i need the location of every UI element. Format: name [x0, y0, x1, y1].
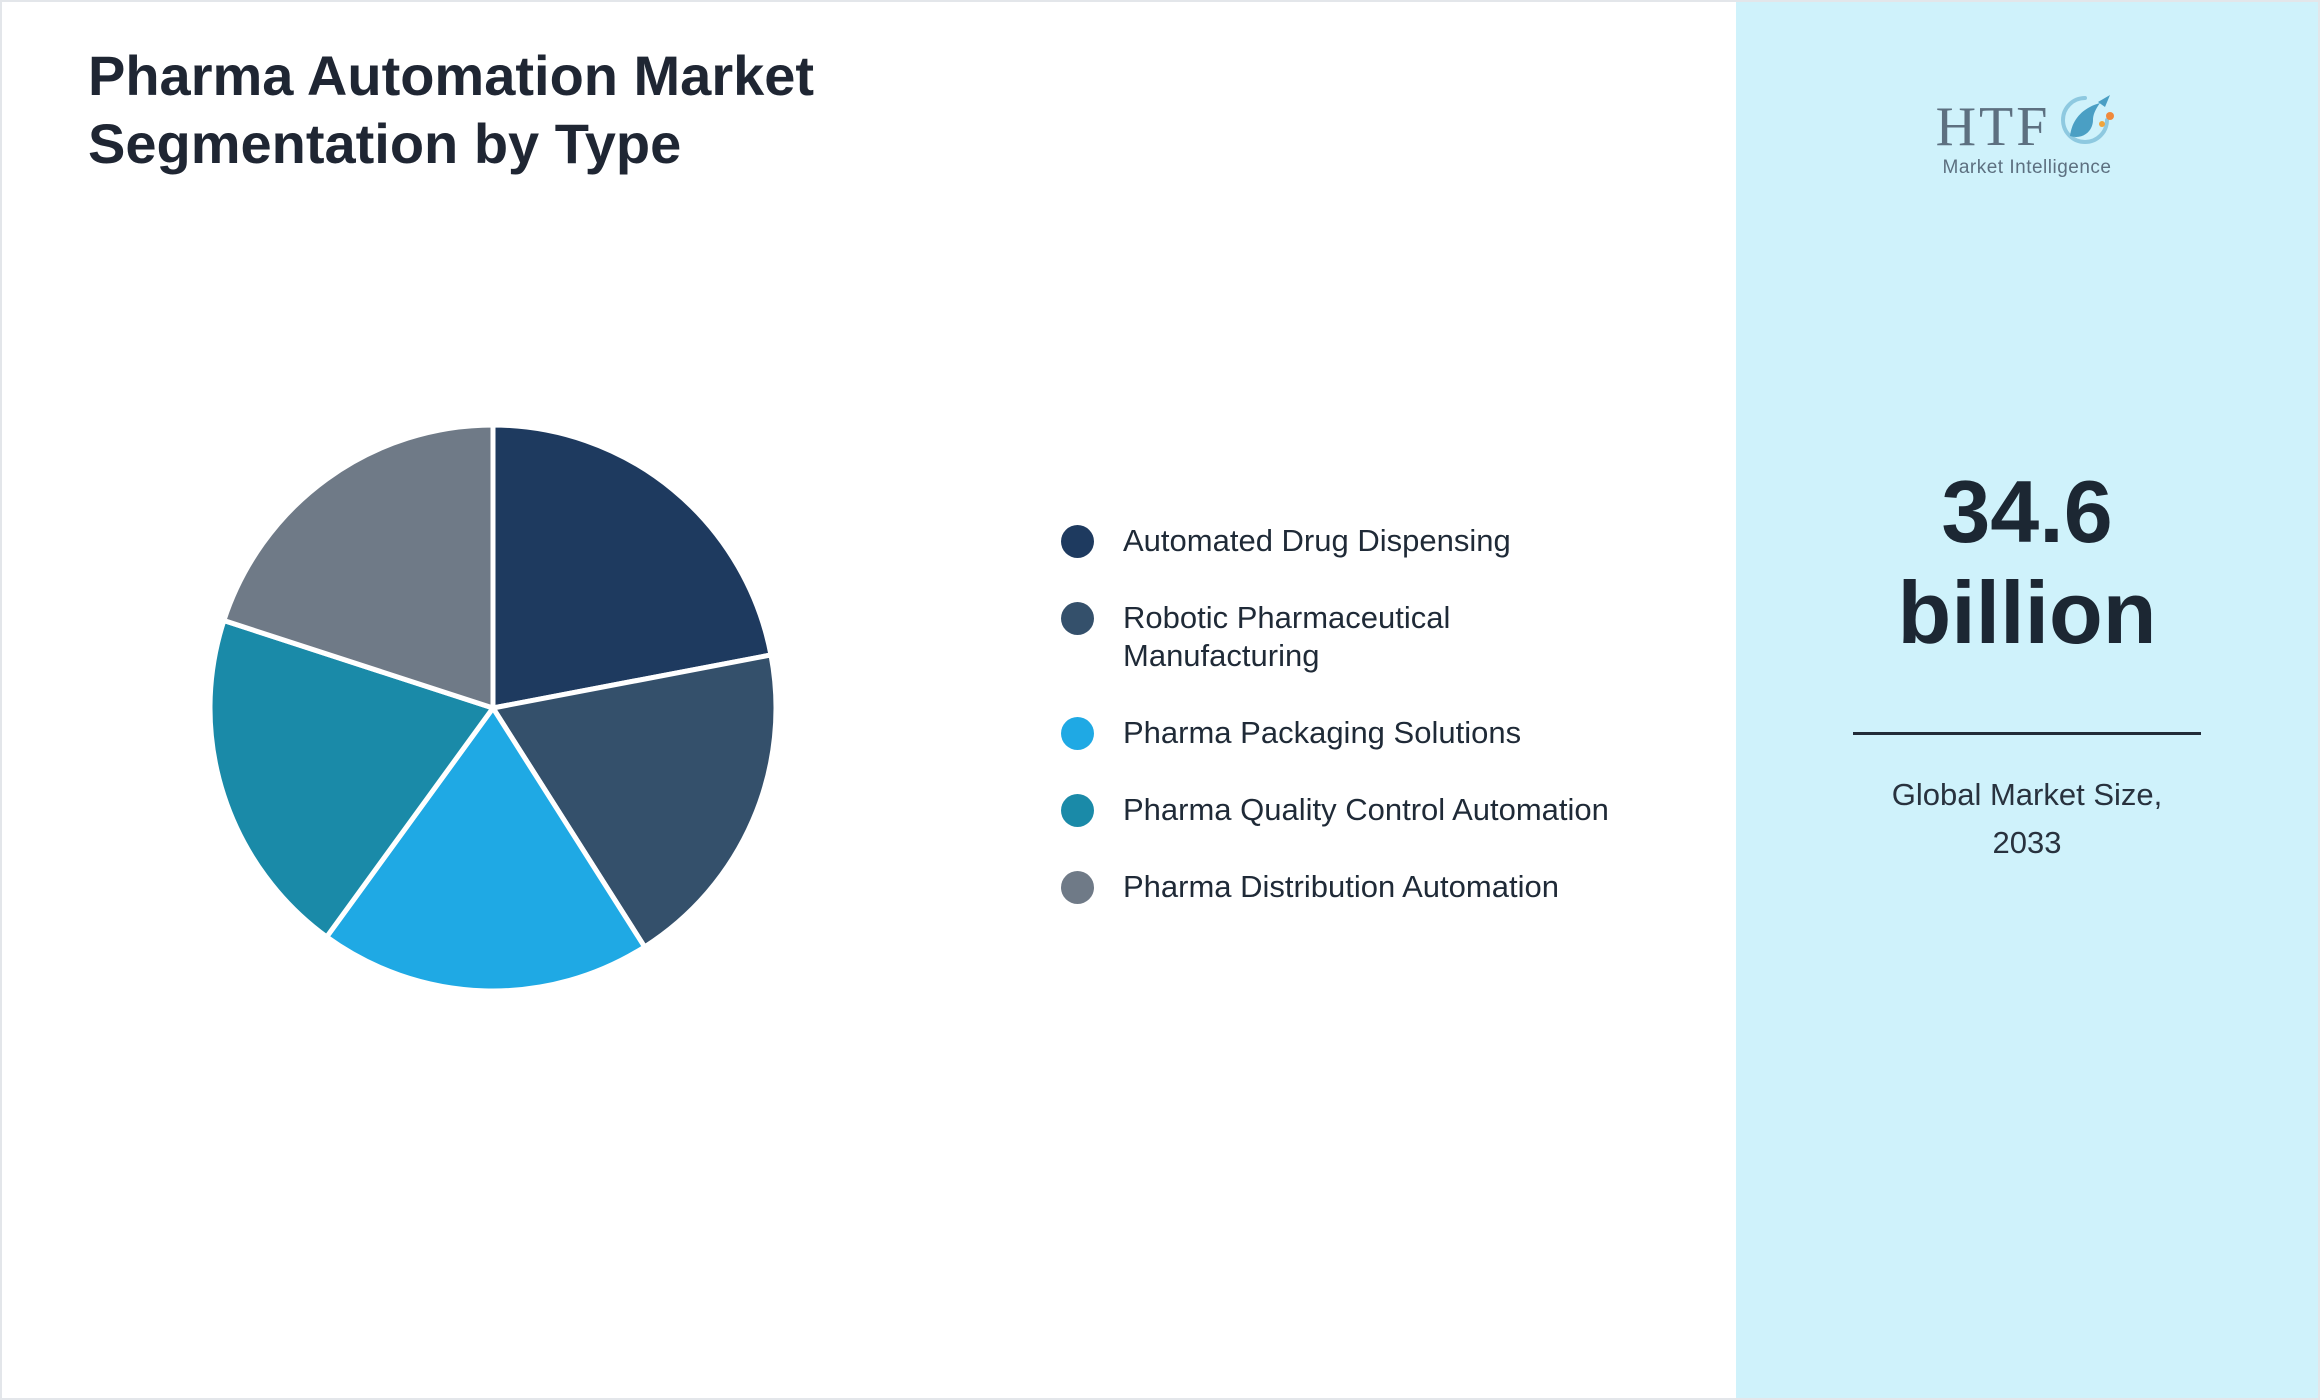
pie-slice-1 — [490, 652, 779, 950]
page-title: Pharma Automation Market Segmentation by… — [88, 44, 815, 176]
legend-item-1: Robotic Pharmaceutical Manufacturing — [1061, 599, 1701, 675]
legend-item-3: Pharma Quality Control Automation — [1061, 791, 1701, 829]
dolphin-logo-icon — [2052, 90, 2118, 155]
legend-label: Pharma Packaging Solutions — [1123, 715, 1522, 750]
legend-item-0: Automated Drug Dispensing — [1061, 522, 1701, 560]
legend: Automated Drug Dispensing Robotic Pharmac… — [1061, 522, 1701, 906]
legend-item-2: Pharma Packaging Solutions — [1061, 714, 1701, 752]
market-size-value: 34.6 billion — [1897, 461, 2156, 663]
pie-slice-2 — [324, 705, 648, 994]
caption-line-1: Global Market Size, — [1891, 777, 2163, 812]
chart-area: Pharma Automation Market Segmentation by… — [2, 2, 1740, 1398]
legend-label: Automated Drug Dispensing — [1123, 523, 1511, 558]
sidebar: HTF Market Intelligence 34.6 billion — [1736, 2, 2318, 1398]
market-size-unit: billion — [1897, 563, 2157, 662]
logo-row: HTF — [1935, 95, 2119, 158]
divider-line — [1853, 732, 2201, 735]
pie-chart-container — [193, 408, 793, 1008]
pie-chart — [207, 422, 779, 994]
legend-label: Pharma Distribution Automation — [1123, 869, 1559, 904]
legend-dot — [1061, 794, 1094, 827]
pie-slice-4 — [221, 422, 496, 711]
legend-label: Pharma Quality Control Automation — [1123, 792, 1609, 827]
pie-slice-0 — [490, 422, 774, 711]
caption-line-2: 2033 — [1992, 825, 2062, 860]
legend-dot — [1061, 602, 1094, 635]
legend-item-4: Pharma Distribution Automation — [1061, 868, 1701, 906]
market-size-number: 34.6 — [1941, 462, 2113, 561]
legend-dot — [1061, 717, 1094, 750]
market-size-caption: Global Market Size, 2033 — [1892, 771, 2163, 867]
brand-logo: HTF Market Intelligence — [1935, 95, 2119, 179]
legend-label: Robotic Pharmaceutical Manufacturing — [1123, 600, 1451, 673]
logo-text: HTF — [1935, 95, 2051, 158]
legend-dot — [1061, 525, 1094, 558]
pie-slice-3 — [207, 618, 496, 940]
legend-dot — [1061, 871, 1094, 904]
logo-subtitle: Market Intelligence — [1942, 157, 2112, 178]
